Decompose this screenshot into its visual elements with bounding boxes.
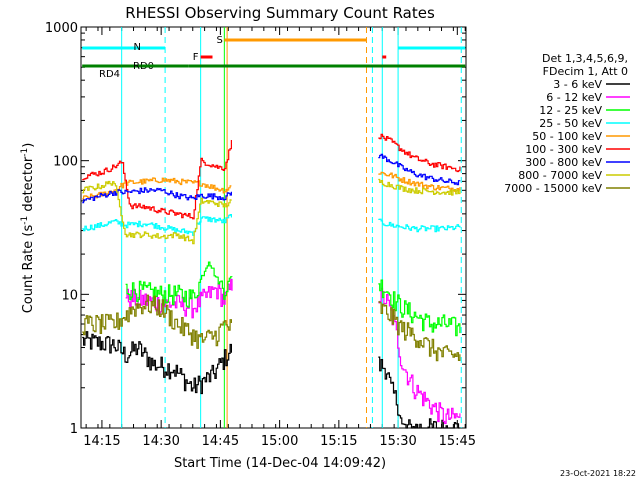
legend-entry-label: 6 - 12 keV <box>546 91 602 104</box>
legend-entry-label: 12 - 25 keV <box>539 104 602 117</box>
flag-label-n: N <box>134 42 141 53</box>
plot-frame <box>80 26 467 429</box>
legend: Det 1,3,4,5,6,9,FDecim 1, Att 03 - 6 keV… <box>504 52 630 195</box>
series-line-6-pre <box>82 187 232 204</box>
footer-timestamp: 23-Oct-2021 18:22 <box>560 469 636 478</box>
legend-entry-label: 100 - 300 keV <box>525 143 602 156</box>
series-line-0-post <box>378 356 460 429</box>
x-tick-label: 15:15 <box>320 434 357 449</box>
y-tick-label: 1000 <box>45 21 78 36</box>
series-line-4-post <box>378 171 461 192</box>
series-line-8-post <box>378 301 461 362</box>
series-line-8-pre <box>82 294 232 349</box>
series-line-2-post <box>378 279 461 337</box>
flag-label-s: S <box>216 35 222 46</box>
series-line-7-post <box>378 178 461 196</box>
series-line-3-pre <box>82 214 232 236</box>
legend-entry-label: 7000 - 15000 keV <box>504 182 602 195</box>
y-axis-label: Count Rate (s-1 detector-1) <box>20 143 36 314</box>
series-line-0-pre <box>82 331 232 395</box>
series-line-7-pre <box>82 180 232 245</box>
legend-entry-label: 25 - 50 keV <box>539 117 602 130</box>
y-tick-label: 10 <box>61 288 78 303</box>
legend-header-line: Det 1,3,4,5,6,9, <box>542 52 628 65</box>
flag-label-f: F <box>193 52 199 63</box>
series-line-3-post <box>378 218 461 233</box>
series-line-5-post <box>378 133 461 173</box>
x-tick-label: 14:30 <box>142 434 179 449</box>
series-line-2-pre <box>125 261 233 308</box>
series-line-5-pre <box>82 140 232 220</box>
y-tick-label: 100 <box>53 155 78 170</box>
x-tick-label: 14:15 <box>83 434 120 449</box>
legend-header-line: FDecim 1, Att 0 <box>543 65 628 78</box>
x-tick-label: 15:30 <box>379 434 416 449</box>
legend-entry-label: 50 - 100 keV <box>532 130 602 143</box>
x-tick-label: 15:00 <box>261 434 298 449</box>
flag-label-rd4: RD4 <box>99 69 120 80</box>
series-line-1-pre <box>125 278 233 319</box>
plot-area: 1 10 100 1000 14:15 14:30 14:45 15:00 15:15 15:30… <box>45 21 476 449</box>
x-tick-label: 14:45 <box>202 434 239 449</box>
chart-title: RHESSI Observing Summary Count Rates <box>125 4 435 22</box>
legend-entry-label: 300 - 800 keV <box>525 156 602 169</box>
series-line-6-post <box>378 153 461 186</box>
x-axis-label: Start Time (14-Dec-04 14:09:42) <box>174 456 386 471</box>
legend-entry-label: 3 - 6 keV <box>553 78 602 91</box>
legend-entry-label: 800 - 7000 keV <box>518 169 602 182</box>
x-tick-label: 15:45 <box>439 434 476 449</box>
y-tick-label: 1 <box>70 422 78 437</box>
series-line-4-pre <box>82 177 232 200</box>
